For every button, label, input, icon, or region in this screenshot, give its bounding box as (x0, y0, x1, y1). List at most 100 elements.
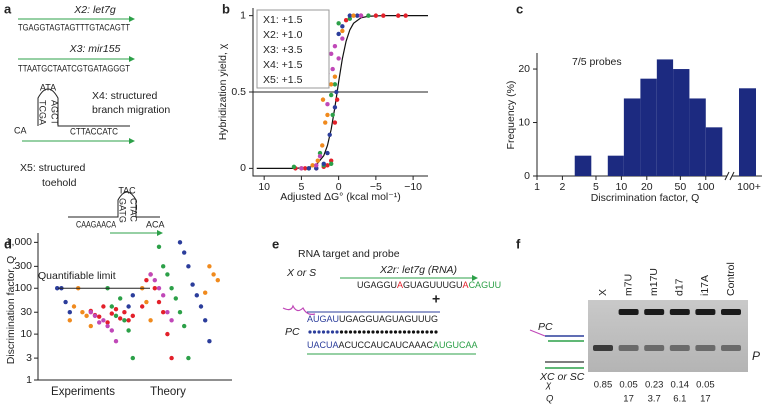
base-pair-dot (411, 330, 416, 334)
base-pair-dot (429, 330, 434, 334)
band (695, 309, 716, 315)
duplex-icons (529, 329, 584, 369)
point (177, 240, 183, 245)
lane-label: i17A (699, 275, 711, 296)
seq-part: UGAGGUAGUAGUUUG (339, 314, 438, 324)
point (109, 328, 115, 333)
point (88, 323, 94, 329)
y-axis-label: Discrimination factor, Q (5, 256, 17, 365)
point (113, 306, 119, 312)
base-pair-dot (393, 330, 398, 334)
point (314, 166, 319, 171)
plus: + (432, 291, 440, 307)
point (328, 92, 334, 98)
panel-e: RNA target and probe X or S X2r: let7g (… (282, 248, 501, 355)
overflow-bar (739, 88, 756, 176)
sequence: TTAATGCTAATCGTGATAGGGT (18, 63, 130, 73)
base-pair-dot (312, 330, 317, 334)
y-tick-label: 0.5 (231, 86, 246, 98)
point (336, 21, 341, 26)
point (161, 310, 166, 315)
seq-part: A (463, 280, 469, 290)
point (190, 282, 195, 287)
base-pairs (308, 330, 438, 334)
seq-part: UGAGGU (357, 280, 397, 290)
bar (574, 155, 592, 176)
point (366, 13, 371, 18)
y-tick-label: 100 (14, 282, 32, 294)
hairpin-stem: TCGA (38, 100, 48, 125)
lane-label: d17 (674, 278, 686, 296)
band (669, 309, 690, 315)
legend (256, 9, 330, 89)
x3-label: X3: mir155 (69, 43, 121, 55)
row-value: 0.14 (671, 380, 690, 391)
point (126, 318, 131, 323)
probe-top: AUGAUUGAGGUAGUAGUUUG (307, 314, 438, 324)
x-tick-label: 10 (616, 181, 628, 193)
legend-entry: X4: +1.5 (263, 59, 303, 71)
seq-part: A (397, 280, 403, 290)
point (84, 313, 89, 319)
x-axis-label: Discrimination factor, Q (591, 192, 700, 204)
point (351, 13, 356, 18)
row-label: Q (546, 394, 554, 404)
point (332, 43, 338, 49)
sequence: CA (14, 125, 27, 135)
point (165, 310, 170, 315)
panel-label: c (516, 1, 523, 16)
target-label: X or S (286, 267, 316, 279)
point (67, 318, 73, 323)
legend-entry: X3: +3.5 (263, 44, 303, 56)
x-tick-label: 5 (593, 181, 599, 193)
point (340, 24, 345, 29)
x4-label: branch migration (92, 104, 170, 116)
base-pair-dot (384, 330, 389, 334)
point (161, 264, 166, 269)
point (148, 318, 153, 323)
point (299, 166, 304, 171)
base-pair-dot (416, 330, 420, 334)
hairpin-loop: ATA (40, 82, 56, 92)
point (332, 120, 338, 125)
annotation: Quantifiable limit (38, 270, 116, 282)
point (323, 120, 328, 125)
hairpin-backbone (68, 191, 160, 218)
gel-label: P (752, 349, 760, 363)
row-value: 0.05 (619, 380, 638, 391)
point (126, 328, 131, 333)
point (328, 82, 334, 87)
sequence: CTTACCATC (70, 126, 118, 136)
duplex-label: PC (538, 321, 553, 333)
point (328, 158, 334, 163)
point (207, 339, 212, 344)
panel-label: e (272, 236, 279, 251)
point (169, 355, 174, 361)
row-value: 0.85 (594, 380, 613, 391)
panel-label: b (222, 1, 230, 16)
point (152, 286, 157, 291)
band (644, 309, 665, 315)
band (618, 309, 639, 315)
point (325, 150, 330, 156)
panel-title: RNA target and probe (298, 248, 400, 260)
point (101, 318, 106, 323)
hairpin-loop: TAC (118, 185, 136, 195)
lane-label: X (597, 289, 609, 296)
bar (623, 98, 641, 176)
x-tick-label: 0 (336, 181, 342, 193)
point (347, 16, 353, 21)
point (109, 304, 115, 309)
seq-part: GUAGUUUGU (403, 280, 463, 290)
point (340, 36, 345, 41)
point (321, 161, 326, 166)
point (334, 89, 339, 95)
point (88, 310, 94, 315)
point (381, 13, 386, 18)
point (186, 264, 191, 269)
point (144, 299, 149, 305)
point (105, 320, 110, 325)
hairpin-backbone (37, 88, 130, 127)
band (721, 309, 741, 315)
